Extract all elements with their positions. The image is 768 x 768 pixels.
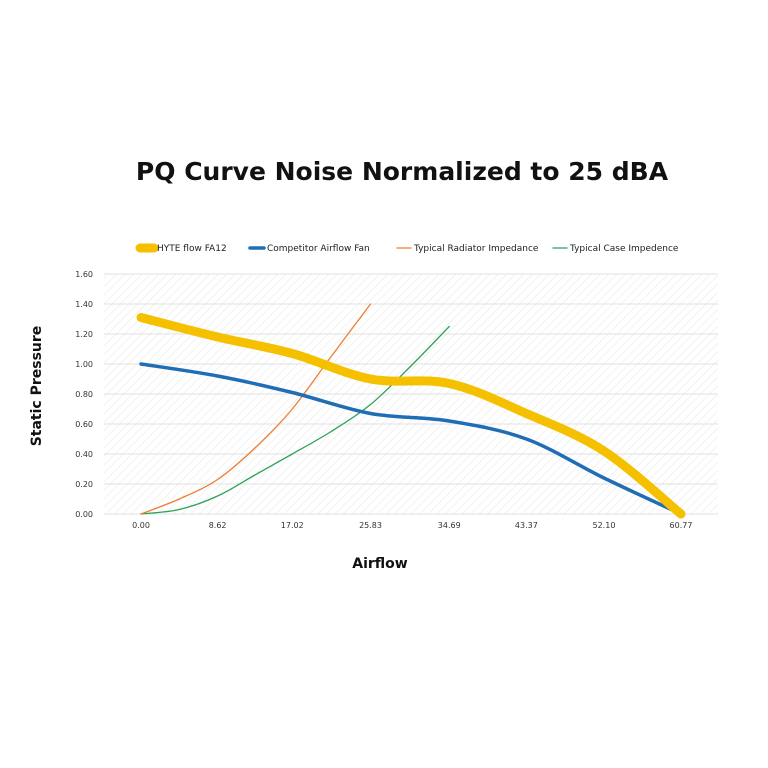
y-tick-label: 0.20 — [75, 480, 93, 489]
x-axis-ticks: 0.00 8.62 17.02 25.83 34.69 43.37 52.10 60.77 — [132, 521, 692, 530]
x-axis-title: Airflow — [352, 556, 408, 572]
series-layer — [136, 303, 686, 519]
y-axis-ticks: 0.00 0.20 0.40 0.60 0.80 1.00 1.20 1.40 1.60 — [75, 270, 93, 519]
chart-title: PQ Curve Noise Normalized to 25 dBA — [136, 157, 669, 186]
y-tick-label: 0.80 — [75, 390, 93, 399]
x-tick-label: 0.00 — [132, 521, 150, 530]
y-tick-label: 1.20 — [75, 330, 93, 339]
series-line-hyte-flow-fa12 — [136, 313, 686, 519]
y-tick-label: 0.00 — [75, 510, 93, 519]
x-tick-label: 60.77 — [670, 521, 693, 530]
y-axis-title: Static Pressure — [29, 326, 45, 447]
legend-label: Typical Case Impedence — [569, 244, 679, 254]
legend-label: Competitor Airflow Fan — [267, 244, 370, 254]
legend-label: Typical Radiator Impedance — [413, 244, 539, 254]
series-line-typical-radiator-impedance — [140, 303, 372, 515]
series-line-competitor-airflow-fan — [139, 362, 683, 516]
x-tick-label: 34.69 — [438, 521, 461, 530]
y-tick-label: 0.40 — [75, 450, 93, 459]
x-tick-label: 8.62 — [209, 521, 227, 530]
y-tick-label: 0.60 — [75, 420, 93, 429]
y-tick-label: 1.40 — [75, 300, 93, 309]
y-tick-label: 1.00 — [75, 360, 93, 369]
x-tick-label: 17.02 — [281, 521, 304, 530]
x-tick-label: 25.83 — [359, 521, 382, 530]
legend: HYTE flow FA12 Competitor Airflow Fan Typi… — [135, 243, 679, 254]
legend-label: HYTE flow FA12 — [157, 244, 227, 254]
y-tick-label: 1.60 — [75, 270, 93, 279]
x-tick-label: 52.10 — [593, 521, 616, 530]
x-tick-label: 43.37 — [515, 521, 538, 530]
